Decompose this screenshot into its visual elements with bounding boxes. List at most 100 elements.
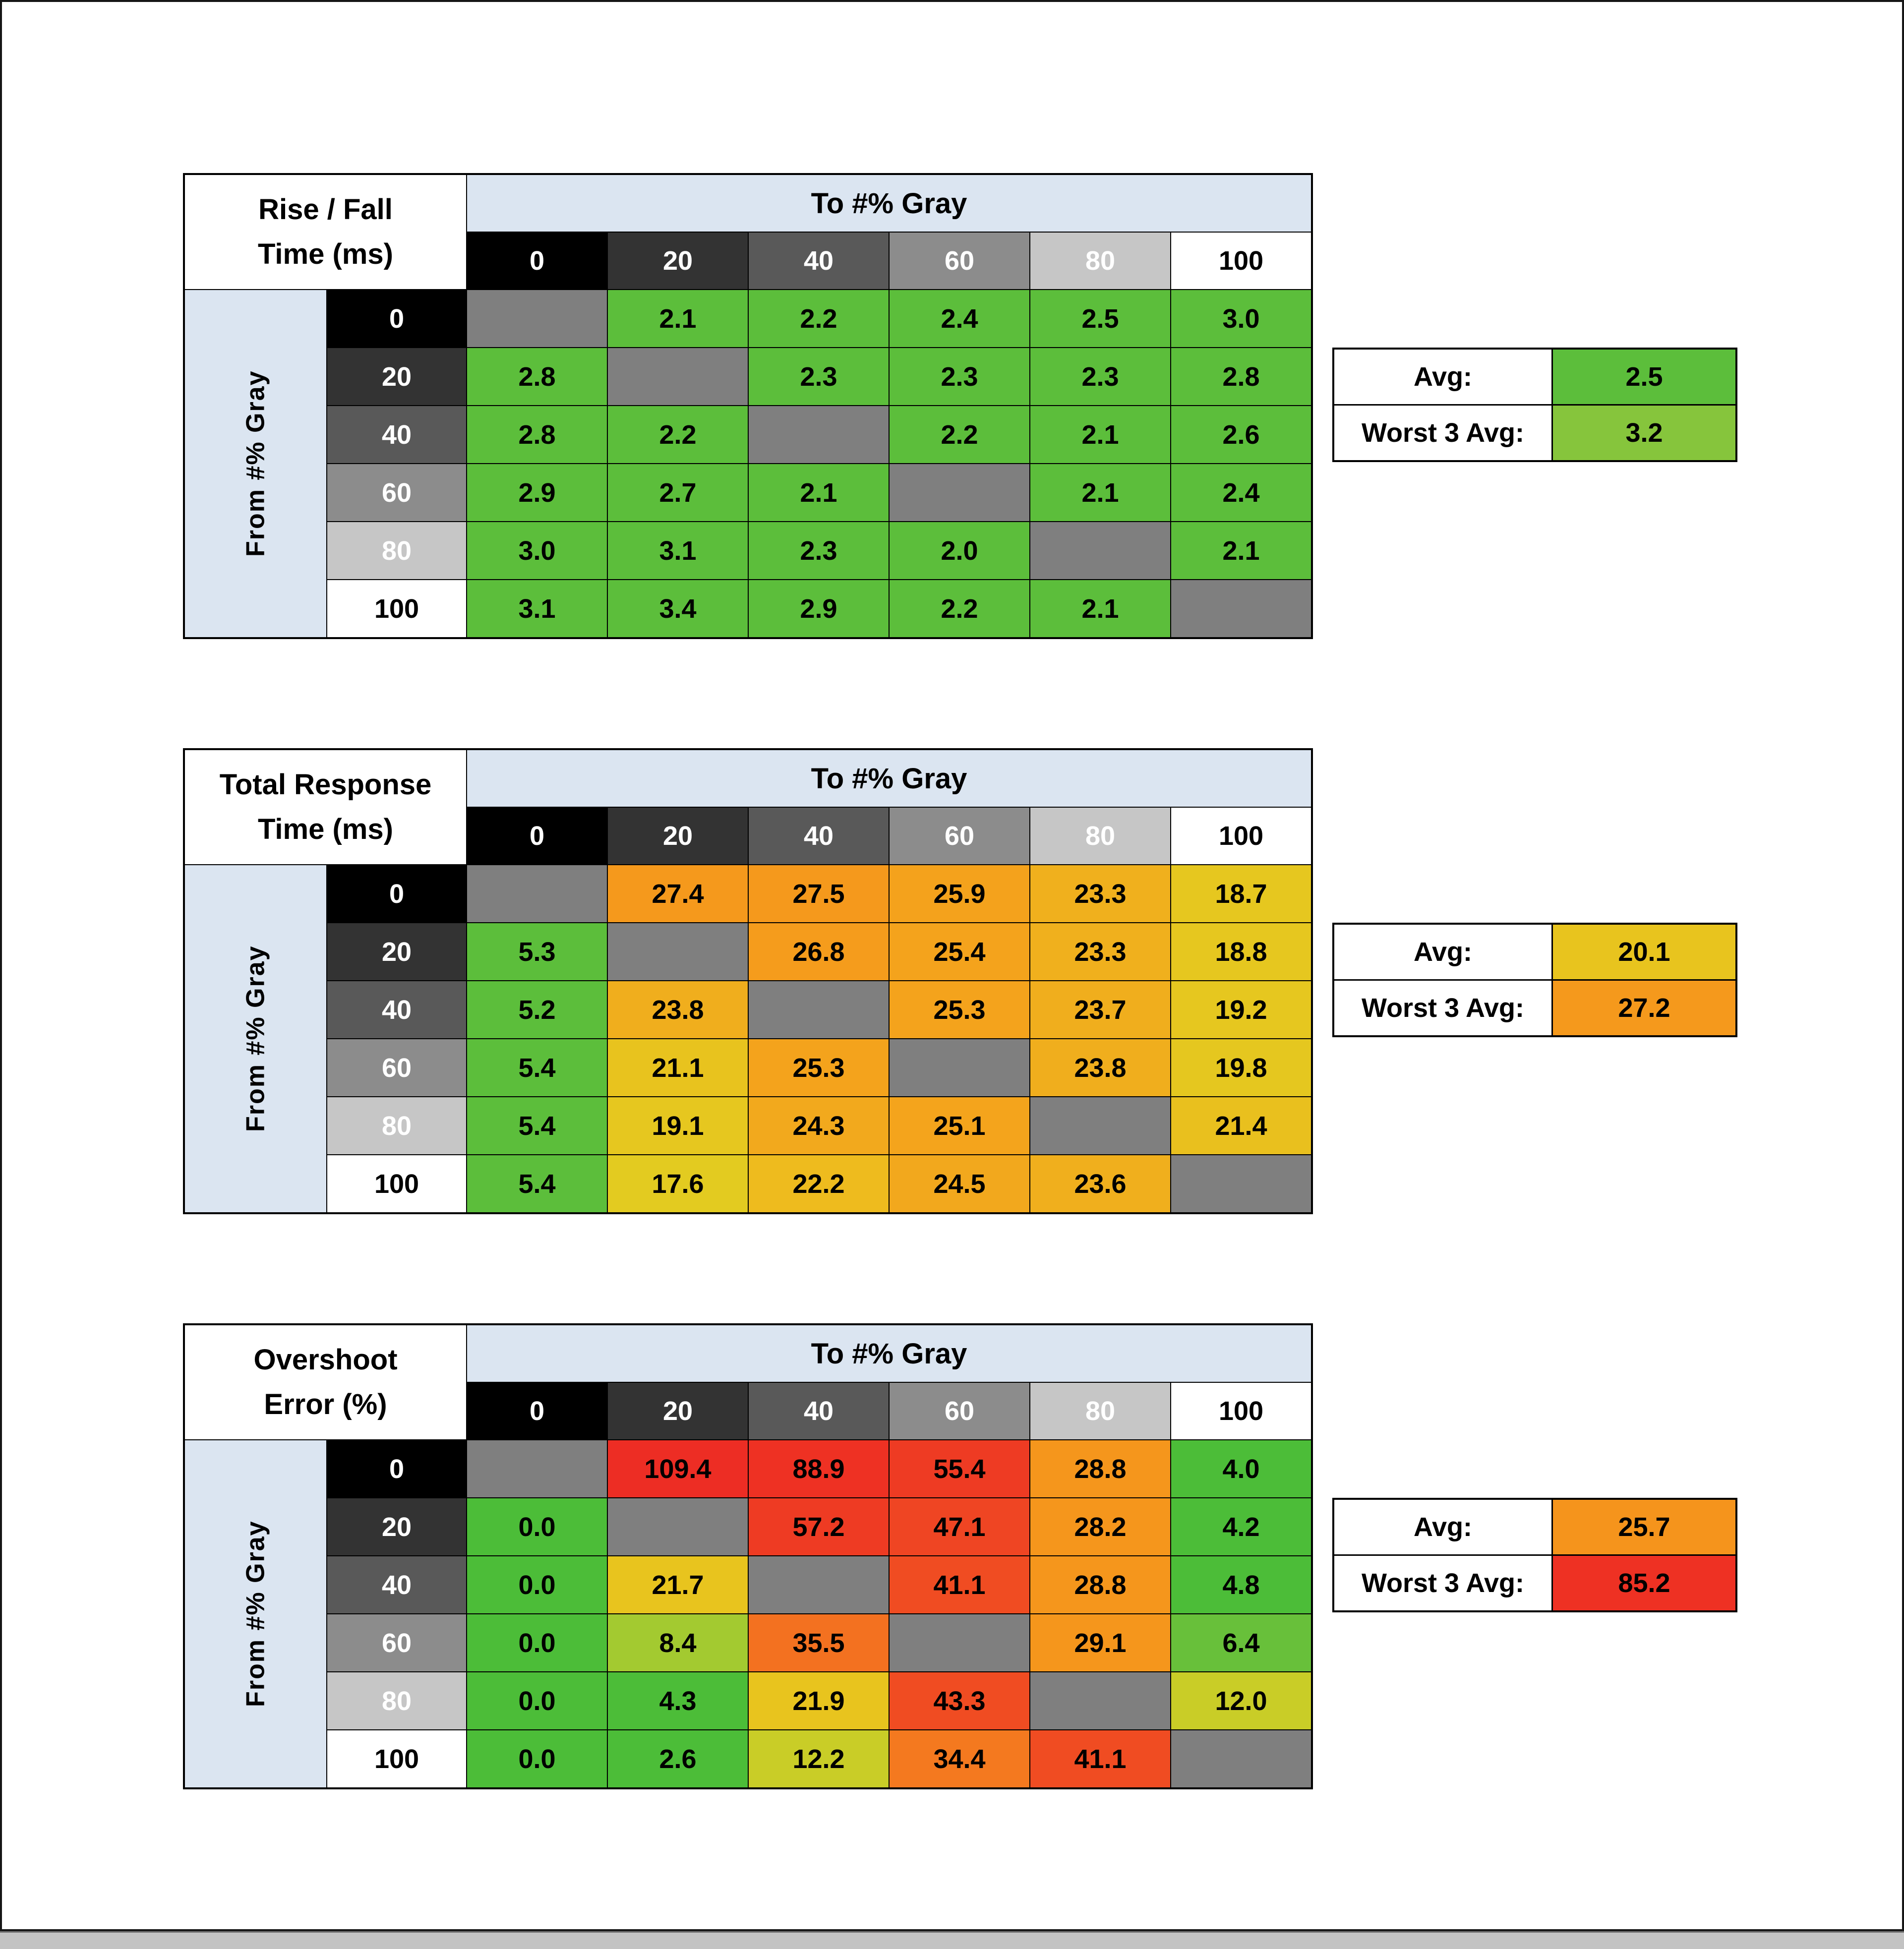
value-cell: 2.2 [749,290,889,347]
row-header-80: 80 [327,522,466,579]
col-header-0: 0 [467,233,607,289]
diagonal-cell [608,348,748,405]
value-cell: 27.5 [749,865,889,922]
value-cell: 0.0 [467,1556,607,1613]
row-header-60: 60 [327,464,466,521]
value-cell: 2.1 [608,290,748,347]
diagonal-cell [608,923,748,980]
value-cell: 5.4 [467,1039,607,1096]
value-cell: 4.8 [1171,1556,1311,1613]
diagonal-cell [467,290,607,347]
value-cell: 2.3 [749,522,889,579]
value-cell: 8.4 [608,1614,748,1671]
matrix-grid: Overshoot Error (%) To #% Gray From #% G… [183,1323,1313,1789]
from-gray-header: From #% Gray [185,290,326,637]
value-cell: 23.3 [1030,865,1170,922]
value-cell: 2.2 [890,580,1029,637]
col-header-40: 40 [749,233,889,289]
row-header-100: 100 [327,1730,466,1787]
value-cell: 2.1 [749,464,889,521]
value-cell: 19.8 [1171,1039,1311,1096]
value-cell: 47.1 [890,1498,1029,1555]
value-cell: 2.1 [1171,522,1311,579]
value-cell: 25.4 [890,923,1029,980]
value-cell: 0.0 [467,1672,607,1729]
row-header-40: 40 [327,406,466,463]
col-header-100: 100 [1171,808,1311,864]
diagonal-cell [749,406,889,463]
value-cell: 5.2 [467,981,607,1038]
col-header-100: 100 [1171,233,1311,289]
value-cell: 55.4 [890,1440,1029,1497]
from-gray-header: From #% Gray [185,865,326,1212]
value-cell: 2.0 [890,522,1029,579]
value-cell: 2.8 [467,406,607,463]
diagonal-cell [1030,1672,1170,1729]
to-gray-header: To #% Gray [467,1325,1311,1382]
table-title-line2: Time (ms) [258,238,393,270]
value-cell: 28.2 [1030,1498,1170,1555]
value-cell: 21.9 [749,1672,889,1729]
col-header-80: 80 [1030,1383,1170,1439]
col-header-20: 20 [608,1383,748,1439]
avg-value: 25.7 [1553,1500,1735,1554]
value-cell: 18.8 [1171,923,1311,980]
value-cell: 25.3 [749,1039,889,1096]
row-header-80: 80 [327,1097,466,1154]
diagonal-cell [890,1614,1029,1671]
value-cell: 2.6 [1171,406,1311,463]
row-header-0: 0 [327,865,466,922]
diagonal-cell [890,464,1029,521]
diagonal-cell [608,1498,748,1555]
row-header-40: 40 [327,1556,466,1613]
diagonal-cell [1030,522,1170,579]
value-cell: 2.5 [1030,290,1170,347]
table-title-line2: Time (ms) [258,813,393,845]
worst3-avg-label: Worst 3 Avg: [1334,981,1551,1035]
matrix-grid: Total Response Time (ms) To #% Gray From… [183,748,1313,1214]
diagonal-cell [1171,1155,1311,1212]
horizontal-scrollbar[interactable] [0,1931,1904,1949]
avg-value: 20.1 [1553,925,1735,979]
value-cell: 35.5 [749,1614,889,1671]
row-header-20: 20 [327,348,466,405]
value-cell: 19.1 [608,1097,748,1154]
summary-box: Avg: 20.1 Worst 3 Avg: 27.2 [1332,923,1737,1037]
value-cell: 28.8 [1030,1556,1170,1613]
value-cell: 2.2 [608,406,748,463]
diagonal-cell [1030,1097,1170,1154]
worst3-avg-value: 27.2 [1553,981,1735,1035]
value-cell: 28.8 [1030,1440,1170,1497]
row-header-80: 80 [327,1672,466,1729]
value-cell: 43.3 [890,1672,1029,1729]
col-header-80: 80 [1030,808,1170,864]
worst3-avg-value: 3.2 [1553,406,1735,460]
value-cell: 5.4 [467,1097,607,1154]
col-header-0: 0 [467,808,607,864]
value-cell: 109.4 [608,1440,748,1497]
value-cell: 25.9 [890,865,1029,922]
table-title: Rise / Fall Time (ms) [185,175,466,289]
worst3-avg-label: Worst 3 Avg: [1334,1556,1551,1610]
avg-label: Avg: [1334,350,1551,404]
row-header-20: 20 [327,923,466,980]
row-header-60: 60 [327,1614,466,1671]
value-cell: 19.2 [1171,981,1311,1038]
table-title-line1: Rise / Fall [258,193,393,226]
col-header-60: 60 [890,808,1029,864]
value-cell: 17.6 [608,1155,748,1212]
value-cell: 18.7 [1171,865,1311,922]
row-header-20: 20 [327,1498,466,1555]
value-cell: 2.7 [608,464,748,521]
value-cell: 57.2 [749,1498,889,1555]
avg-label: Avg: [1334,925,1551,979]
col-header-40: 40 [749,808,889,864]
table-title-line2: Error (%) [264,1388,387,1420]
value-cell: 3.0 [467,522,607,579]
value-cell: 6.4 [1171,1614,1311,1671]
col-header-0: 0 [467,1383,607,1439]
value-cell: 2.2 [890,406,1029,463]
value-cell: 2.4 [890,290,1029,347]
value-cell: 2.1 [1030,464,1170,521]
value-cell: 0.0 [467,1614,607,1671]
